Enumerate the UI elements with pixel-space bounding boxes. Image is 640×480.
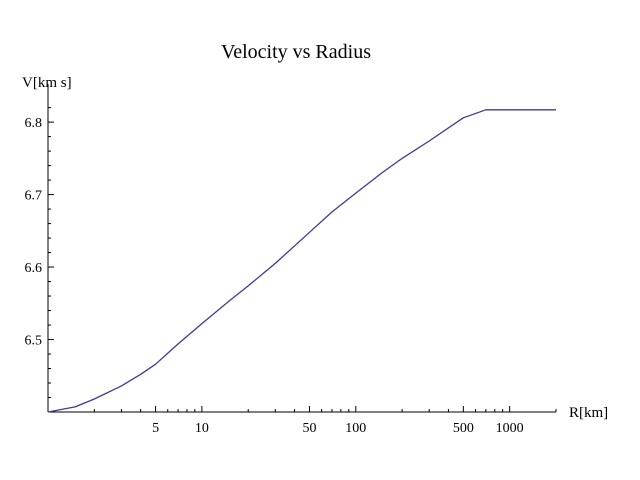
x-tick-label: 1000 — [496, 421, 524, 436]
x-tick-label: 50 — [302, 421, 316, 436]
axes: 5 10 50 100 500 1000 6.5 6.6 6.7 6.8 — [25, 84, 557, 436]
x-tick-label: 5 — [152, 421, 159, 436]
y-tick-label: 6.5 — [25, 334, 43, 349]
y-tick-label: 6.7 — [25, 189, 43, 204]
series-line-0 — [47, 109, 556, 413]
chart-title: Velocity vs Radius — [221, 41, 371, 63]
x-tick-label: 500 — [453, 421, 474, 436]
x-tick-label: 10 — [195, 421, 209, 436]
x-axis-label: R[km] — [569, 405, 608, 421]
y-tick-label: 6.8 — [25, 116, 43, 131]
y-tick-label: 6.6 — [25, 261, 43, 276]
x-tick-label: 100 — [345, 421, 366, 436]
series-group — [47, 109, 556, 413]
y-axis-label: V[km s] — [22, 75, 72, 91]
